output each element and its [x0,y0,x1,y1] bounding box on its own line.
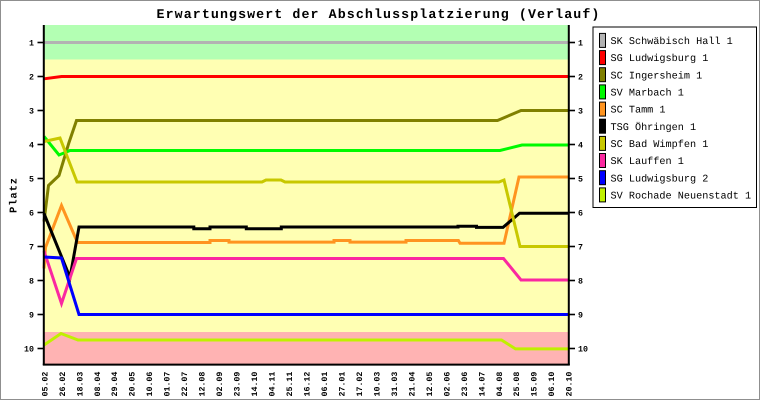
svg-text:10: 10 [24,346,34,355]
svg-text:SC Tamm 1: SC Tamm 1 [611,106,666,117]
svg-text:6: 6 [578,210,583,219]
svg-text:06.10: 06.10 [548,372,557,397]
svg-text:25.08: 25.08 [513,372,522,397]
svg-text:17.02: 17.02 [356,372,365,397]
svg-text:3: 3 [29,108,34,117]
svg-text:06.01: 06.01 [321,372,330,397]
svg-text:SV Rochade Neuenstadt 1: SV Rochade Neuenstadt 1 [611,191,752,203]
svg-text:4: 4 [578,142,583,151]
svg-text:10: 10 [578,346,588,355]
svg-text:02.06: 02.06 [443,372,452,397]
svg-text:26.02: 26.02 [59,372,68,397]
svg-text:01.07: 01.07 [164,372,173,397]
svg-text:2: 2 [29,74,34,83]
svg-text:18.03: 18.03 [76,372,85,397]
svg-text:SG Ludwigsburg 2: SG Ludwigsburg 2 [611,173,709,185]
svg-text:23.09: 23.09 [234,372,243,397]
svg-text:22.07: 22.07 [181,372,190,397]
svg-text:1: 1 [29,40,34,49]
svg-text:08.04: 08.04 [94,372,103,397]
svg-text:23.06: 23.06 [461,372,470,397]
svg-text:7: 7 [29,244,34,253]
svg-text:SV Marbach 1: SV Marbach 1 [611,88,684,100]
svg-text:10.06: 10.06 [146,372,155,397]
svg-text:7: 7 [578,244,583,253]
svg-text:15.09: 15.09 [531,372,540,397]
svg-text:5: 5 [29,176,34,185]
svg-text:8: 8 [578,278,583,287]
svg-text:14.10: 14.10 [251,372,260,397]
svg-text:16.12: 16.12 [304,372,313,397]
svg-text:2: 2 [578,74,583,83]
svg-text:21.04: 21.04 [408,372,417,397]
svg-text:31.03: 31.03 [391,372,400,397]
svg-text:10.03: 10.03 [373,372,382,397]
svg-text:4: 4 [29,142,34,151]
svg-text:14.07: 14.07 [478,372,487,397]
svg-text:27.01: 27.01 [339,372,348,397]
svg-text:SC Bad Wimpfen 1: SC Bad Wimpfen 1 [611,139,709,151]
svg-text:9: 9 [29,312,34,321]
svg-text:8: 8 [29,278,34,287]
svg-text:5: 5 [578,176,583,185]
svg-text:20.10: 20.10 [566,372,575,397]
svg-text:9: 9 [578,312,583,321]
svg-text:SK Lauffen 1: SK Lauffen 1 [611,156,684,168]
svg-text:25.11: 25.11 [286,372,295,397]
svg-text:05.02: 05.02 [41,372,50,397]
svg-text:29.04: 29.04 [111,372,120,397]
svg-text:04.11: 04.11 [269,372,278,397]
svg-text:Erwartungswert der Abschlusspl: Erwartungswert der Abschlussplatzierung … [157,7,601,22]
svg-text:SC Ingersheim 1: SC Ingersheim 1 [611,70,703,82]
svg-text:12.05: 12.05 [426,372,435,397]
svg-text:1: 1 [578,40,583,49]
svg-text:SG Ludwigsburg 1: SG Ludwigsburg 1 [611,53,709,65]
svg-text:Platz: Platz [9,177,21,213]
svg-text:6: 6 [29,210,34,219]
svg-text:SK Schwäbisch Hall 1: SK Schwäbisch Hall 1 [611,36,733,48]
svg-text:TSG Öhringen 1: TSG Öhringen 1 [611,121,697,134]
svg-text:3: 3 [578,108,583,117]
svg-text:20.05: 20.05 [129,372,138,397]
svg-text:02.09: 02.09 [216,372,225,397]
svg-text:12.08: 12.08 [199,372,208,397]
svg-text:04.08: 04.08 [496,372,505,397]
